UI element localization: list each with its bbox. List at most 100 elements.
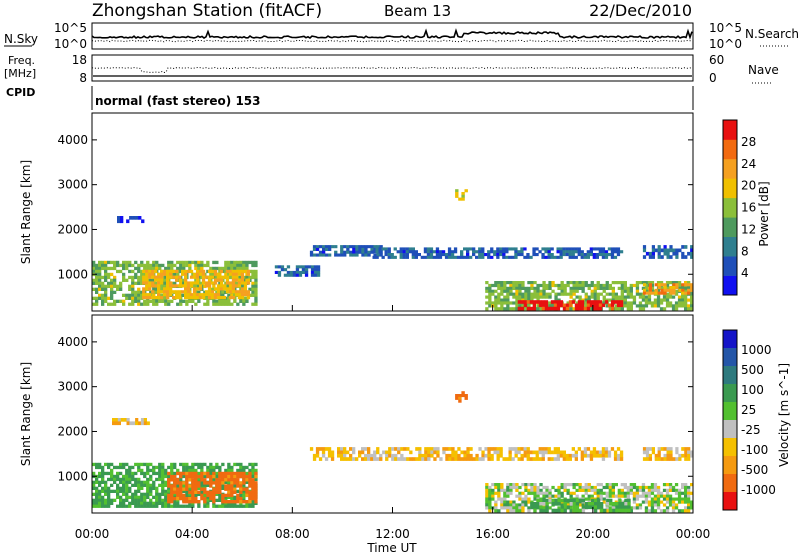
heatmap-cell — [589, 253, 593, 257]
heatmap-cell — [246, 296, 251, 300]
heatmap-cell — [113, 284, 117, 288]
heatmap-cell — [610, 250, 615, 254]
heatmap-cell — [565, 457, 569, 461]
heatmap-cell — [663, 457, 667, 461]
heatmap-cell — [659, 307, 664, 311]
heatmap-cell — [580, 300, 585, 304]
heatmap-cell — [460, 253, 464, 257]
heatmap-cell — [500, 298, 504, 302]
heatmap-cell — [497, 483, 501, 487]
heatmap-cell — [122, 278, 126, 282]
heatmap-cell — [660, 447, 664, 451]
heatmap-cell — [194, 263, 198, 268]
heatmap-cell — [526, 255, 530, 259]
heatmap-cell — [653, 483, 658, 487]
heatmap-cell — [239, 490, 243, 494]
heatmap-cell — [536, 295, 540, 299]
heatmap-cell — [536, 502, 540, 506]
heatmap-cell — [562, 453, 566, 458]
heatmap-cell — [455, 394, 459, 398]
heatmap-cell — [596, 295, 600, 299]
heatmap-cell — [195, 275, 200, 279]
heatmap-cell — [488, 289, 492, 293]
heatmap-cell — [575, 286, 579, 290]
heatmap-cell — [92, 266, 96, 271]
heatmap-cell — [532, 457, 536, 461]
heatmap-cell — [656, 304, 661, 308]
heatmap-cell — [606, 502, 610, 506]
heatmap-cell — [548, 488, 552, 492]
heatmap-cell — [254, 490, 258, 494]
heatmap-cell — [188, 266, 192, 271]
heatmap-cell — [668, 503, 673, 507]
heatmap-cell — [230, 468, 234, 473]
heatmap-cell — [148, 269, 152, 273]
heatmap-cell — [583, 253, 587, 257]
heatmap-cell — [677, 286, 682, 290]
heatmap-cell — [227, 462, 231, 467]
heatmap-cell — [572, 498, 576, 503]
heatmap-cell — [170, 474, 174, 479]
heatmap-cell — [228, 287, 233, 291]
heatmap-cell — [155, 501, 159, 505]
heatmap-cell — [619, 450, 624, 455]
heatmap-cell — [515, 488, 519, 492]
heatmap-cell — [218, 495, 222, 499]
heatmap-cell — [497, 485, 501, 490]
heatmap-cell — [200, 468, 204, 473]
heatmap-cell — [509, 281, 513, 285]
heatmap-cell — [161, 299, 165, 303]
heatmap-cell — [517, 300, 521, 304]
heatmap-cell — [158, 495, 162, 499]
heatmap-cell — [557, 506, 561, 510]
heatmap-cell — [614, 295, 618, 299]
heatmap-cell — [119, 281, 123, 285]
heatmap-cell — [569, 292, 573, 296]
heatmap-cell — [122, 302, 126, 306]
heatmap-cell — [675, 447, 679, 451]
heatmap-cell — [137, 501, 141, 505]
heatmap-cell — [663, 447, 667, 451]
heatmap-cell — [656, 281, 661, 285]
heatmap-cell — [128, 260, 132, 265]
heatmap-cell — [592, 303, 597, 308]
heatmap-cell — [142, 269, 146, 273]
colorbar-tick: 12 — [741, 222, 756, 236]
heatmap-cell — [605, 286, 609, 290]
heatmap-cell — [201, 281, 206, 285]
heatmap-cell — [532, 247, 536, 251]
heatmap-cell — [518, 509, 522, 513]
heatmap-cell — [170, 471, 174, 476]
heatmap-cell — [101, 281, 105, 285]
heatmap-cell — [155, 504, 159, 508]
heatmap-cell — [197, 484, 201, 488]
heatmap-cell — [616, 303, 621, 308]
heatmap-cell — [542, 485, 546, 490]
heatmap-cell — [215, 490, 219, 494]
heatmap-cell — [500, 506, 504, 510]
heatmap-cell — [593, 289, 597, 293]
heatmap-cell — [647, 298, 652, 302]
heatmap-cell — [485, 485, 489, 490]
heatmap-cell — [487, 450, 491, 455]
heatmap-cell — [644, 295, 649, 299]
heatmap-cell — [384, 247, 388, 251]
heatmap-cell — [367, 447, 371, 451]
heatmap-cell — [618, 508, 622, 513]
heatmap-cell — [563, 485, 567, 490]
heatmap-cell — [123, 418, 127, 422]
heatmap-cell — [388, 450, 392, 455]
heatmap-cell — [400, 447, 404, 451]
heatmap-cell — [95, 299, 99, 303]
heatmap-cell — [620, 488, 624, 492]
heatmap-cell — [518, 497, 522, 501]
heatmap-cell — [518, 506, 522, 510]
heatmap-cell — [116, 495, 120, 499]
heatmap-cell — [221, 481, 225, 485]
heatmap-cell — [179, 263, 183, 268]
heatmap-cell — [601, 303, 606, 308]
heatmap-cell — [620, 283, 624, 288]
heatmap-cell — [597, 498, 601, 503]
heatmap-cell — [530, 505, 534, 510]
heatmap-cell — [197, 290, 201, 294]
